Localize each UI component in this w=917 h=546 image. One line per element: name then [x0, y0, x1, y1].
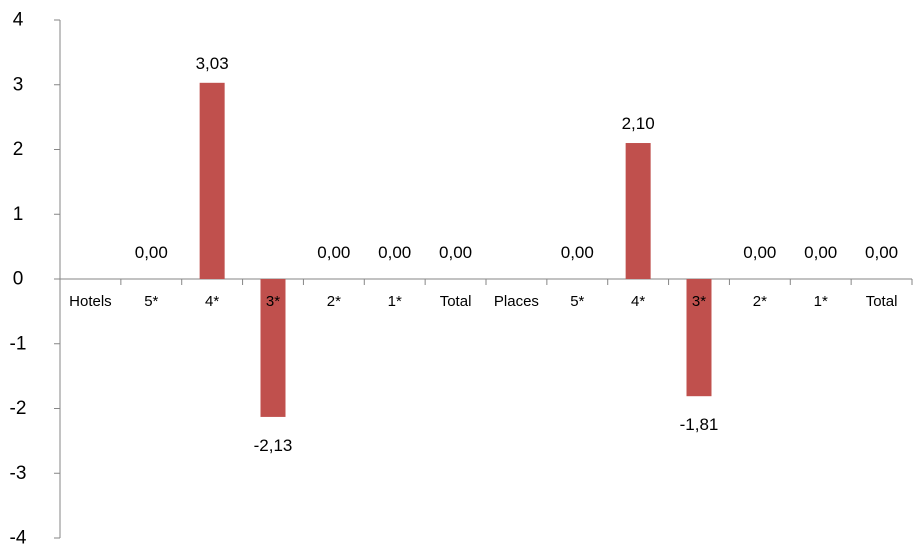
- y-axis: 4 3 2 1 0 -1 -2 -3 -4: [10, 10, 61, 546]
- data-label: 0,00: [439, 243, 472, 262]
- data-label: 0,00: [317, 243, 350, 262]
- category-label: 2*: [753, 293, 767, 310]
- y-tick-label: -2: [10, 398, 27, 419]
- y-tick-label: -1: [10, 333, 27, 354]
- y-tick-label: 4: [13, 10, 24, 31]
- category-label: 1*: [388, 293, 402, 310]
- data-label: 2,10: [622, 114, 655, 133]
- category-label: 2*: [327, 293, 341, 310]
- category-label: Places: [494, 293, 539, 310]
- bar: [260, 279, 286, 417]
- category-label: Hotels: [69, 293, 112, 310]
- category-label: 4*: [631, 293, 645, 310]
- bar: [625, 143, 651, 279]
- data-label: -1,81: [680, 415, 719, 434]
- data-label: 0,00: [865, 243, 898, 262]
- data-label: 3,03: [196, 54, 229, 73]
- category-label: 3*: [266, 293, 280, 310]
- category-label: Total: [440, 293, 472, 310]
- y-tick-label: 1: [13, 204, 24, 225]
- category-label: 3*: [692, 293, 706, 310]
- data-label: 0,00: [135, 243, 168, 262]
- data-label: -2,13: [254, 436, 293, 455]
- data-label: 0,00: [561, 243, 594, 262]
- category-labels: Hotels 5* 4* 3* 2* 1* Total Places 5* 4* 3* 2* 1* Tot…: [69, 293, 897, 310]
- bar: [686, 279, 712, 397]
- y-tick-label: 0: [13, 269, 24, 290]
- bar: [199, 82, 225, 280]
- data-labels: 0,00 3,03 -2,13 0,00 0,00 0,00 0,00 2,10 -1,81 0,…: [135, 54, 898, 455]
- data-label: 0,00: [804, 243, 837, 262]
- bars: [199, 82, 712, 417]
- category-label: 4*: [205, 293, 219, 310]
- category-label: 1*: [814, 293, 828, 310]
- y-tick-label: 2: [13, 139, 24, 160]
- data-label: 0,00: [378, 243, 411, 262]
- x-axis: [59, 278, 913, 285]
- category-label: Total: [866, 293, 898, 310]
- data-label: 0,00: [743, 243, 776, 262]
- category-label: 5*: [144, 293, 158, 310]
- y-tick-label: 3: [13, 74, 24, 95]
- y-tick-label: -3: [10, 463, 27, 484]
- category-label: 5*: [570, 293, 584, 310]
- y-tick-label: -4: [10, 528, 27, 546]
